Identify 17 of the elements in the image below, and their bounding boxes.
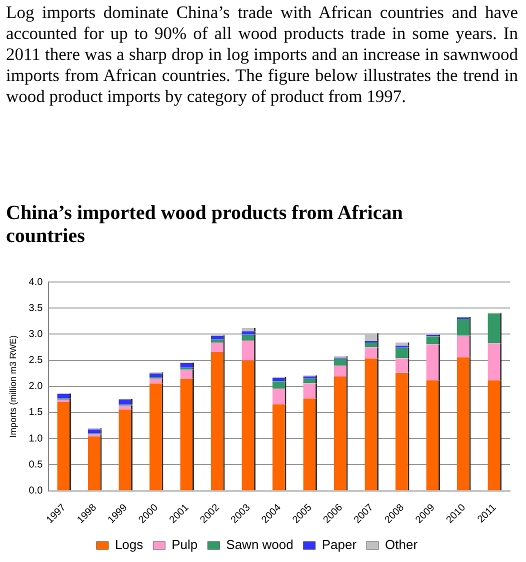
y-tick-label: 3.0 bbox=[28, 328, 44, 340]
chart-title: China’s imported wood products from African countries bbox=[6, 202, 404, 248]
y-tick-label: 3.5 bbox=[28, 302, 44, 314]
y-axis-title: Imports (million m3 RWE) bbox=[8, 335, 18, 438]
y-tick-label: 1.5 bbox=[28, 407, 44, 418]
y-tick-label: 0.5 bbox=[28, 459, 44, 470]
legend-label: Logs bbox=[114, 537, 144, 552]
y-tick-label: 4.0 bbox=[28, 276, 44, 288]
text: Log imports dominate China’s trade with African countries and have accounted for up to 90% of all wood products trade in some years. In 2011 there was a sharp drop in log imports and an increase in sawnwood imports from African countries. The figure below illustrates the trend in wood product imports by category of product from 1997. bbox=[6, 2, 518, 107]
legend-label: Paper bbox=[322, 537, 358, 552]
y-tick-label: 2.5 bbox=[28, 355, 44, 366]
legend-label: Sawn wood bbox=[226, 537, 294, 552]
y-tick-label: 1.0 bbox=[28, 433, 44, 444]
y-tick-label: 2.0 bbox=[28, 381, 44, 392]
legend-label: Other bbox=[385, 537, 418, 552]
y-tick-label: 0.0 bbox=[28, 486, 44, 497]
legend-label: Pulp bbox=[172, 537, 198, 552]
